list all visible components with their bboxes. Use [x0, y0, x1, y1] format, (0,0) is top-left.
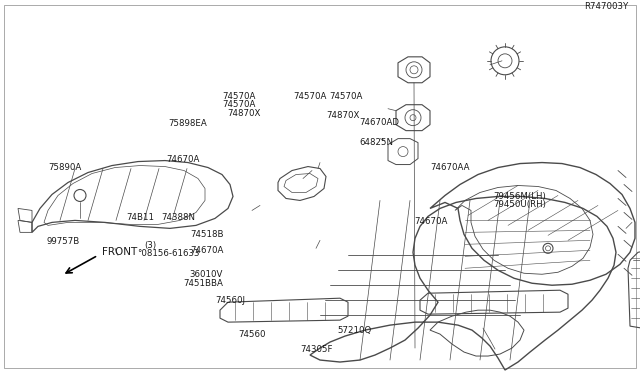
Text: (3): (3): [144, 241, 156, 250]
Text: 79450U(RH): 79450U(RH): [493, 200, 546, 209]
Text: 74670AA: 74670AA: [430, 163, 470, 172]
Text: 74570A: 74570A: [223, 92, 256, 101]
Text: 64825N: 64825N: [360, 138, 394, 147]
Text: 74388N: 74388N: [161, 213, 195, 222]
Text: 74670A: 74670A: [191, 246, 224, 255]
Text: 74670A: 74670A: [166, 155, 200, 164]
Text: FRONT: FRONT: [102, 247, 137, 257]
Text: 74670A: 74670A: [415, 217, 448, 226]
Text: 74670AD: 74670AD: [360, 118, 400, 127]
Text: 74560: 74560: [238, 330, 266, 339]
Text: 74570A: 74570A: [330, 92, 363, 101]
Text: 74570A: 74570A: [223, 100, 256, 109]
Text: 36010V: 36010V: [189, 270, 223, 279]
Text: 74570A: 74570A: [293, 92, 326, 101]
Text: 79456M(LH): 79456M(LH): [493, 192, 545, 201]
Text: 74560J: 74560J: [215, 296, 245, 305]
Text: R747003Y: R747003Y: [584, 2, 628, 12]
Text: 75898EA: 75898EA: [168, 119, 207, 128]
Text: 75890A: 75890A: [48, 163, 81, 173]
Text: 74305F: 74305F: [301, 345, 333, 354]
Text: °08156-61633: °08156-61633: [138, 249, 200, 258]
Text: 99757B: 99757B: [46, 237, 79, 246]
Text: 7451BBA: 7451BBA: [183, 279, 223, 288]
Text: 74870X: 74870X: [326, 111, 360, 120]
Text: 74870X: 74870X: [227, 109, 260, 118]
Text: 57210Q: 57210Q: [337, 326, 372, 334]
Text: 74B11: 74B11: [127, 213, 155, 222]
Text: 74518B: 74518B: [191, 230, 224, 239]
